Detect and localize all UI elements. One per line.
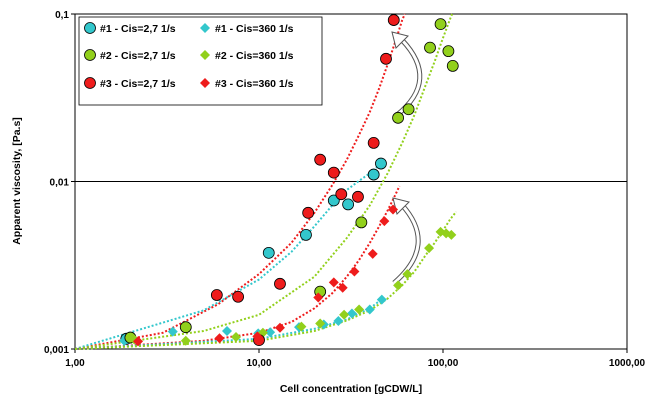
data-point-diamond — [252, 331, 263, 342]
legend: #1 - Cis=2,7 1/s #1 - Cis=360 1/s #2 - Cis… — [78, 16, 323, 106]
data-point-circle — [367, 168, 380, 181]
data-point-layer — [119, 14, 459, 347]
data-point-circle — [262, 246, 275, 259]
y-tick-label: 0,1 — [55, 10, 69, 21]
data-point-circle — [434, 18, 447, 31]
data-point-circle — [442, 45, 455, 58]
data-point-diamond — [265, 327, 276, 338]
data-point-diamond — [367, 248, 378, 259]
data-point-circle — [352, 190, 364, 203]
data-point-circle — [387, 14, 400, 26]
data-point-circle — [375, 157, 387, 170]
data-point-circle — [327, 166, 340, 179]
data-point-diamond — [446, 229, 457, 240]
data-point-diamond — [167, 326, 178, 337]
data-point-diamond — [364, 304, 375, 315]
x-axis-title: Cell concentration [gCDW/L] — [280, 383, 422, 395]
data-point-circle — [367, 136, 380, 149]
y-tick-labels: 0,001 0,01 0,1 — [44, 10, 69, 356]
data-point-circle — [300, 228, 312, 241]
legend-marker — [84, 77, 96, 89]
data-point-circle — [274, 277, 286, 290]
trendline — [74, 13, 454, 350]
data-point-diamond — [133, 336, 144, 347]
legend-marker — [200, 23, 210, 33]
data-point-diamond — [388, 204, 399, 215]
legend-label: #3 - Cis=2,7 1/s — [100, 78, 176, 90]
data-point-circle — [327, 194, 340, 207]
x-tick-label: 1,00 — [65, 358, 85, 369]
data-point-diamond — [214, 333, 225, 344]
trendline — [74, 297, 384, 350]
data-point-circle — [342, 198, 355, 211]
data-point-diamond — [339, 309, 350, 320]
curved-arrow-upper-head — [391, 31, 409, 49]
legend-marker — [200, 78, 210, 88]
y-tick-label: 0,01 — [50, 178, 70, 189]
trendline — [74, 162, 382, 350]
data-point-diamond — [231, 331, 242, 342]
x-tick-label: 100,00 — [428, 358, 459, 369]
data-point-diamond — [180, 335, 191, 346]
data-point-diamond — [315, 318, 326, 329]
legend-label: #1 - Cis=2,7 1/s — [100, 23, 176, 35]
grid-layer — [71, 13, 628, 353]
data-point-circle — [392, 111, 404, 124]
y-axis-title: Apparent viscosity, [Pa.s] — [11, 117, 23, 245]
data-point-circle — [380, 52, 392, 65]
data-point-diamond — [354, 304, 365, 315]
legend-label: #2 - Cis=360 1/s — [215, 50, 294, 62]
data-point-diamond — [424, 243, 435, 254]
legend-marker — [84, 22, 96, 34]
data-point-circle — [314, 153, 327, 166]
trendline — [74, 13, 406, 350]
data-point-diamond — [328, 277, 339, 288]
data-point-circle — [232, 290, 245, 303]
data-point-diamond — [313, 292, 324, 303]
legend-label: #1 - Cis=360 1/s — [215, 23, 294, 35]
legend-label: #2 - Cis=2,7 1/s — [100, 50, 176, 62]
data-point-diamond — [402, 269, 413, 280]
legend-marker — [200, 50, 210, 60]
data-point-circle — [424, 41, 436, 54]
data-point-diamond — [346, 308, 357, 319]
x-tick-label: 1000,00 — [609, 358, 646, 369]
data-point-diamond — [274, 322, 285, 333]
y-tick-label: 0,001 — [44, 345, 69, 356]
legend-label: #3 - Cis=360 1/s — [215, 78, 294, 90]
data-point-circle — [210, 289, 223, 301]
data-point-circle — [446, 59, 459, 72]
x-tick-label: 10,00 — [246, 358, 271, 369]
data-point-diamond — [379, 216, 390, 227]
x-tick-labels: 1,00 10,00 100,00 1000,00 — [65, 358, 645, 369]
data-point-circle — [402, 103, 415, 116]
data-point-circle — [179, 321, 192, 334]
data-point-circle — [302, 206, 315, 219]
data-point-diamond — [333, 315, 344, 326]
data-point-diamond — [349, 266, 360, 277]
data-point-diamond — [337, 282, 348, 293]
legend-items: #1 - Cis=2,7 1/s #1 - Cis=360 1/s #2 - Cis… — [84, 22, 294, 90]
data-point-diamond — [296, 321, 307, 332]
data-point-diamond — [393, 280, 404, 291]
data-point-circle — [355, 216, 368, 229]
legend-box — [78, 16, 323, 106]
data-point-diamond — [376, 294, 387, 305]
legend-marker — [84, 49, 96, 61]
data-point-circle — [335, 188, 348, 201]
data-point-diamond — [221, 326, 232, 337]
